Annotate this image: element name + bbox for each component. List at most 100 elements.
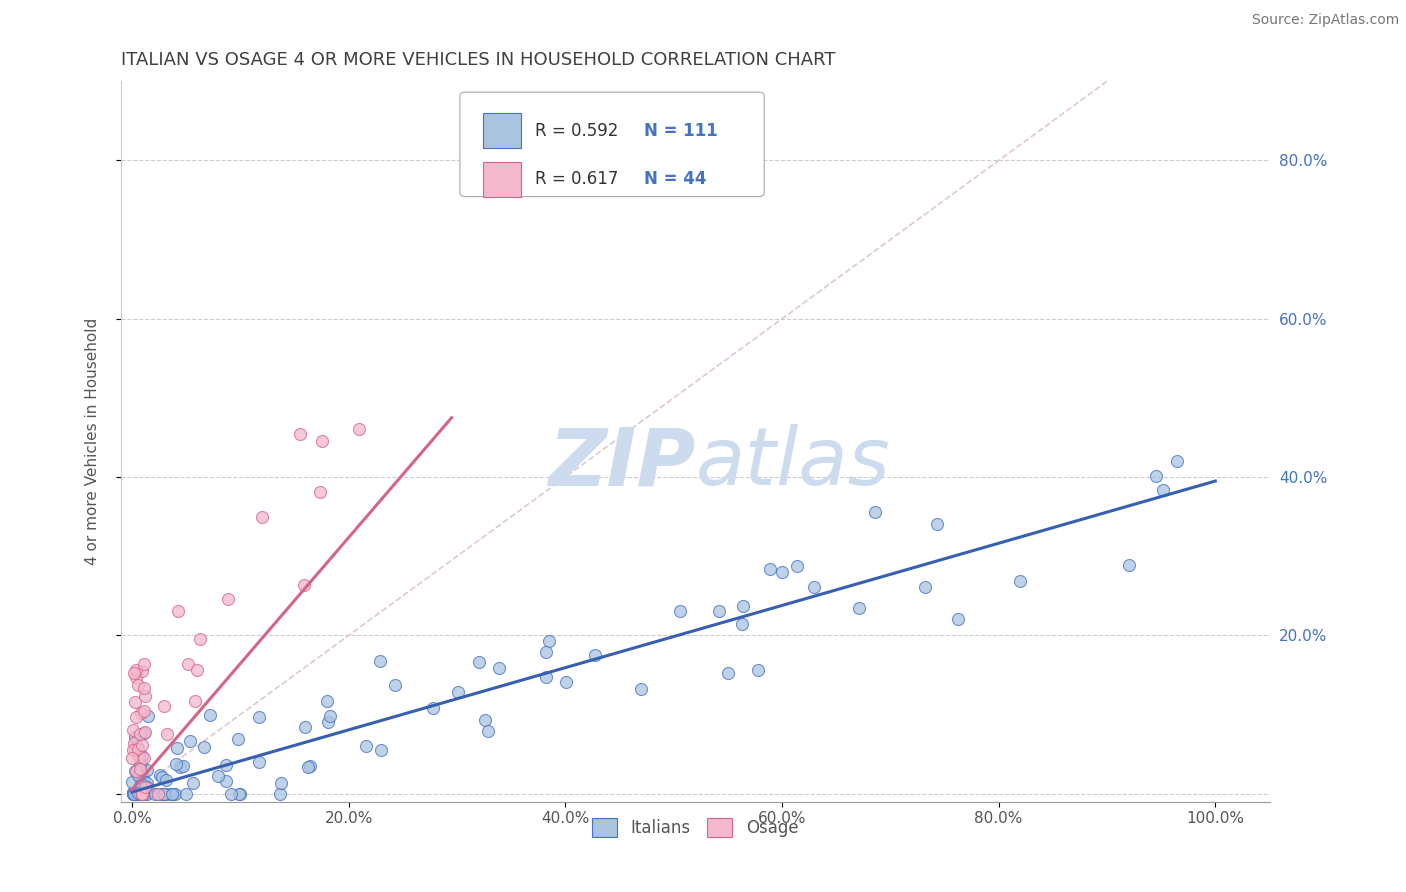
Point xyxy=(134,724,156,739)
Point xyxy=(122,787,145,801)
Point xyxy=(914,580,936,594)
Point xyxy=(159,787,181,801)
Point xyxy=(131,665,153,679)
Point xyxy=(165,787,187,801)
Point xyxy=(198,708,221,723)
Point xyxy=(128,787,150,801)
Point xyxy=(181,776,204,790)
Point xyxy=(1118,558,1140,572)
Point xyxy=(127,786,149,800)
Point xyxy=(247,710,270,724)
Point xyxy=(319,709,342,723)
Text: N = 111: N = 111 xyxy=(644,121,717,140)
Point xyxy=(121,775,143,789)
Point xyxy=(143,787,166,801)
Point xyxy=(630,681,652,696)
Point xyxy=(927,516,949,531)
Point xyxy=(129,779,152,793)
Point xyxy=(174,787,197,801)
Point xyxy=(770,566,793,580)
Point xyxy=(153,787,176,801)
Point xyxy=(803,580,825,594)
Point xyxy=(149,768,172,782)
Point xyxy=(188,632,211,646)
Point xyxy=(228,787,250,801)
Point xyxy=(309,485,332,500)
Text: R = 0.617: R = 0.617 xyxy=(534,170,617,188)
Point xyxy=(135,780,157,794)
Text: Source: ZipAtlas.com: Source: ZipAtlas.com xyxy=(1251,13,1399,28)
Point xyxy=(134,750,156,764)
Point xyxy=(121,723,143,737)
Point xyxy=(128,750,150,764)
Point xyxy=(155,787,177,801)
Point xyxy=(125,710,148,724)
Point xyxy=(226,732,249,747)
Point xyxy=(555,674,578,689)
Point xyxy=(136,709,159,723)
Point xyxy=(707,604,730,618)
Point xyxy=(153,787,176,801)
Point xyxy=(717,666,740,681)
Text: ITALIAN VS OSAGE 4 OR MORE VEHICLES IN HOUSEHOLD CORRELATION CHART: ITALIAN VS OSAGE 4 OR MORE VEHICLES IN H… xyxy=(121,51,835,69)
Point xyxy=(1166,454,1188,468)
Point xyxy=(1010,574,1032,589)
Point xyxy=(177,657,200,671)
Point xyxy=(129,762,152,776)
Point xyxy=(169,760,191,774)
Point xyxy=(270,776,292,790)
Point xyxy=(747,663,769,677)
Point xyxy=(292,578,315,592)
Point xyxy=(474,713,496,727)
Point xyxy=(129,787,152,801)
Y-axis label: 4 or more Vehicles in Household: 4 or more Vehicles in Household xyxy=(86,318,100,566)
Point xyxy=(370,742,392,756)
Point xyxy=(183,694,205,708)
Point xyxy=(152,698,174,713)
Point xyxy=(127,741,149,756)
Point xyxy=(131,787,153,801)
Point xyxy=(129,755,152,769)
Point xyxy=(347,422,370,436)
Point xyxy=(132,787,155,801)
Point xyxy=(124,764,146,778)
Point xyxy=(131,706,153,720)
Point xyxy=(124,730,146,744)
Point xyxy=(167,604,190,618)
Point xyxy=(294,720,316,734)
Point xyxy=(186,664,208,678)
Point xyxy=(668,604,690,618)
Text: R = 0.592: R = 0.592 xyxy=(534,121,617,140)
Point xyxy=(125,739,148,753)
Point xyxy=(127,768,149,782)
Point xyxy=(447,685,470,699)
Point xyxy=(247,755,270,769)
Point xyxy=(193,740,215,755)
Point xyxy=(121,751,143,765)
Point xyxy=(488,661,510,675)
Point xyxy=(122,743,145,757)
Point xyxy=(131,748,153,763)
Point xyxy=(148,787,170,801)
Point xyxy=(150,787,173,801)
Point xyxy=(128,758,150,772)
FancyBboxPatch shape xyxy=(482,162,520,196)
Point xyxy=(172,758,194,772)
Point xyxy=(128,726,150,740)
Point xyxy=(468,655,491,669)
Point xyxy=(136,763,159,777)
Point xyxy=(129,771,152,785)
Point xyxy=(124,670,146,684)
Point xyxy=(311,434,333,449)
Point xyxy=(129,777,152,791)
Point xyxy=(250,510,273,524)
Point xyxy=(179,733,201,747)
Point xyxy=(219,787,242,801)
Point xyxy=(318,715,340,730)
FancyBboxPatch shape xyxy=(460,92,765,196)
Point xyxy=(125,787,148,801)
Point xyxy=(127,768,149,782)
Point xyxy=(125,787,148,801)
Point xyxy=(148,787,170,801)
Point xyxy=(162,787,184,801)
